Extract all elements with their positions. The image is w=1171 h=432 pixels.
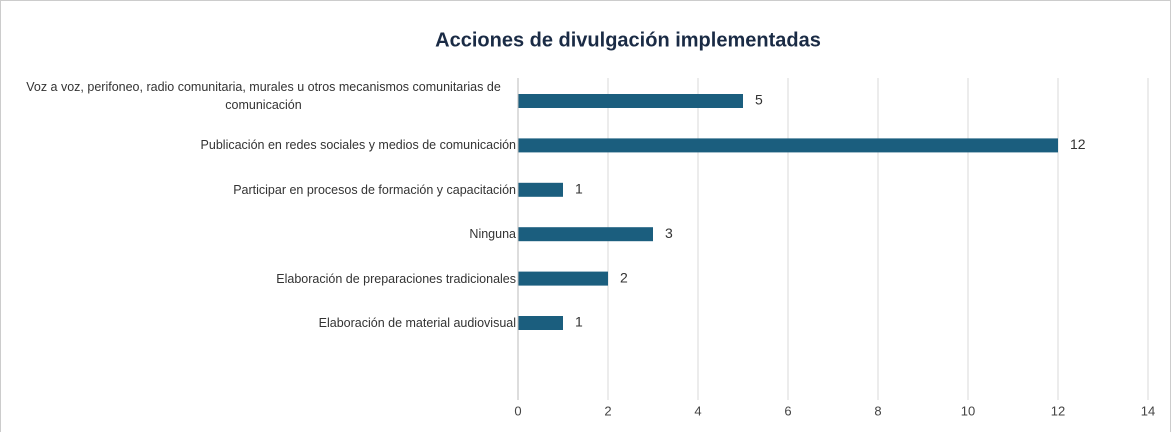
bar [518, 227, 653, 242]
value-label: 12 [1070, 136, 1086, 152]
x-tick-label: 6 [784, 403, 791, 418]
bar [518, 138, 1058, 153]
bar [518, 182, 563, 197]
value-label: 3 [665, 225, 673, 241]
x-tick-label: 2 [604, 403, 611, 418]
y-tick-label: Elaboración de preparaciones tradicional… [276, 271, 516, 286]
bar [518, 94, 743, 108]
y-tick-label: Voz a voz, perifoneo, radio comunitaria,… [26, 80, 501, 112]
bar [518, 271, 608, 286]
y-tick-label: Elaboración de material audiovisual [318, 316, 516, 330]
value-label: 1 [575, 181, 583, 197]
value-label: 2 [620, 269, 628, 285]
x-tick-label: 8 [874, 403, 881, 418]
y-tick-label: Publicación en redes sociales y medios d… [200, 138, 516, 153]
x-tick-label: 4 [694, 403, 701, 418]
y-tick-label: Participar en procesos de formación y ca… [233, 182, 516, 197]
chart-title: Acciones de divulgación implementadas [435, 29, 821, 51]
x-tick-label: 10 [961, 403, 975, 418]
x-tick-label: 12 [1051, 403, 1065, 418]
x-tick-label: 14 [1141, 403, 1155, 418]
bar [518, 316, 563, 330]
x-tick-label: 0 [514, 403, 521, 418]
y-tick-label: Ninguna [469, 227, 516, 242]
value-label: 1 [575, 314, 583, 330]
value-label: 5 [755, 92, 763, 108]
